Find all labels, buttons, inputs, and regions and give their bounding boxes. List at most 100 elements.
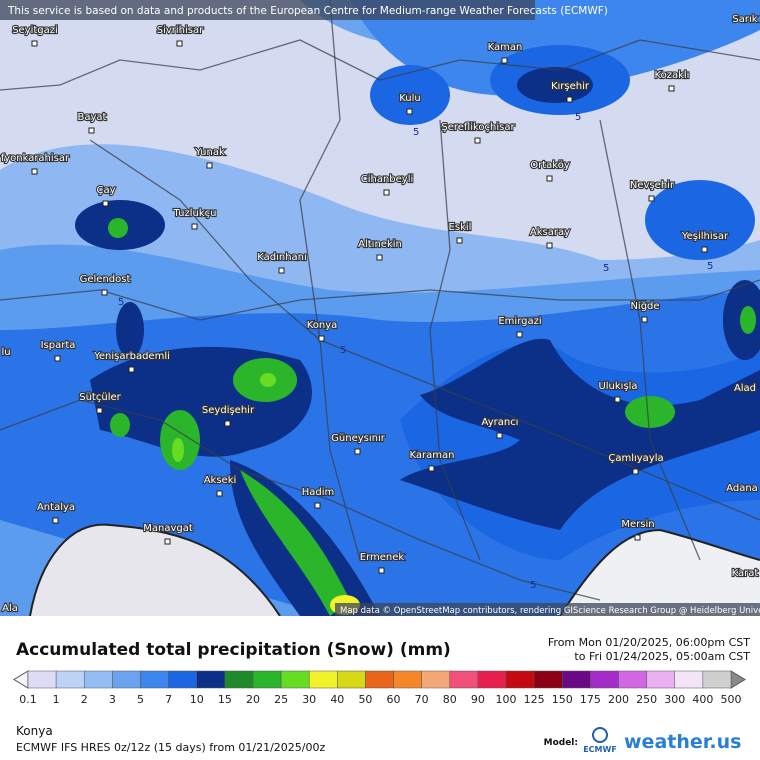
city-dot xyxy=(31,168,38,175)
city-label: Ermenek xyxy=(360,552,405,563)
city-dot xyxy=(318,335,325,342)
city-dot xyxy=(474,137,481,144)
city-label: Sütçüler xyxy=(79,392,121,403)
city-dot xyxy=(378,567,385,574)
city-dot xyxy=(456,237,463,244)
city-dot xyxy=(88,127,95,134)
city-label: Yeşilhisar xyxy=(681,231,729,242)
city-label: Seydişehir xyxy=(202,405,255,416)
colorbar-bin xyxy=(505,670,535,689)
location: Konya xyxy=(16,724,53,738)
contour-label: 5 xyxy=(603,263,609,274)
city-label: Akseki xyxy=(204,475,237,486)
colorbar-label: 40 xyxy=(330,693,344,706)
contour-labels: 5 5 5 5 5 5 5 5 5 xyxy=(118,112,713,591)
city-label: Kaman xyxy=(488,42,523,53)
city-label: Eskil xyxy=(449,222,472,233)
colorbar-label: 80 xyxy=(443,693,457,706)
city-dot xyxy=(614,396,621,403)
colorbar-label: 100 xyxy=(496,693,517,706)
banner-bg xyxy=(0,0,535,20)
colorbar-label: 30 xyxy=(302,693,316,706)
colorbar-bin xyxy=(112,670,141,689)
model-name: ECMWF xyxy=(583,745,617,754)
city-label: Ayrancı xyxy=(482,417,519,428)
city-dot xyxy=(216,490,223,497)
colorbar-bin xyxy=(196,670,226,689)
city-dot xyxy=(314,502,321,509)
city-dot xyxy=(406,108,413,115)
city-label: Bayat xyxy=(78,112,107,123)
city-label: Isparta xyxy=(41,340,76,351)
city-dot xyxy=(634,534,641,541)
city-dot xyxy=(354,448,361,455)
city-label: Kırşehir xyxy=(551,81,590,92)
city-label: Hadim xyxy=(302,487,335,498)
colorbar-label: 50 xyxy=(358,693,372,706)
city-dot xyxy=(52,517,59,524)
city-dot xyxy=(128,366,135,373)
city-label: Kozaklı xyxy=(655,70,690,81)
city-label: Güneysınır xyxy=(331,433,386,444)
colorbar-bin xyxy=(224,670,254,689)
city-label: Adana xyxy=(726,483,758,494)
colorbar-over xyxy=(730,670,746,689)
city-label: Karat xyxy=(732,568,759,579)
city-labels: Sarık Seyitgazi Sivrihisar Kaman Kırşehir Koz… xyxy=(0,13,760,615)
city-label: lu xyxy=(1,347,10,358)
colorbar-label: 10 xyxy=(190,693,204,706)
colorbar-label: 300 xyxy=(664,693,685,706)
colorbar-label: 5 xyxy=(137,693,144,706)
city-label: Gelendost xyxy=(80,274,131,285)
city-dot xyxy=(566,96,573,103)
city-label: Manavgat xyxy=(143,523,193,534)
city-label: Karaman xyxy=(410,450,455,461)
city-label: Çay xyxy=(96,185,115,196)
city-label: Niğde xyxy=(630,300,659,312)
colorbar-label: 200 xyxy=(608,693,629,706)
city-label: Tuzlukçu xyxy=(173,208,217,219)
colorbar-label: 175 xyxy=(580,693,601,706)
city-dot xyxy=(102,200,109,207)
city-dot xyxy=(164,538,171,545)
brand: weather.us xyxy=(624,731,741,753)
city-dot xyxy=(224,420,231,427)
city-label: Sarık xyxy=(732,14,757,25)
city-dot xyxy=(546,175,553,182)
colorbar-bin xyxy=(393,670,422,689)
colorbar-bin xyxy=(533,670,563,689)
contour-label: 5 xyxy=(530,580,536,591)
colorbar-label: 125 xyxy=(524,693,545,706)
city-label: Nevşehir xyxy=(630,180,675,191)
legend-title: Accumulated total precipitation (Snow) (… xyxy=(16,640,451,660)
colorbar-label: 20 xyxy=(246,693,260,706)
city-dot xyxy=(516,331,523,338)
city-label: Aksaray xyxy=(530,227,570,238)
colorbar-label: 7 xyxy=(165,693,172,706)
map: Sarık Seyitgazi Sivrihisar Kaman Kırşehir Koz… xyxy=(0,0,760,616)
city-dot xyxy=(376,254,383,261)
colorbar-bin xyxy=(140,670,169,689)
colorbar-bin xyxy=(280,670,310,689)
colorbar-label: 60 xyxy=(387,693,401,706)
city-dot xyxy=(101,289,108,296)
city-dot xyxy=(96,407,103,414)
city-dot xyxy=(191,223,198,230)
colorbar-bin xyxy=(168,670,197,689)
contour-label: 5 xyxy=(575,112,581,123)
colorbar-label: 150 xyxy=(552,693,573,706)
colorbar-bin xyxy=(252,670,282,689)
city-dot xyxy=(632,468,639,475)
city-label: Emirgazi xyxy=(498,316,541,327)
colorbar-bin xyxy=(562,670,591,689)
city-label: Sivrihisar xyxy=(157,25,204,36)
colorbar-label: 25 xyxy=(274,693,288,706)
city-label: Şereflikoçhisar xyxy=(441,122,515,133)
colorbar: 0.1 1 2 3 5 7 10 15 20 25 30 40 50 60 70 80 90 100 125 150 1… xyxy=(13,670,746,706)
contour-label: 5 xyxy=(148,428,154,439)
colorbar-label: 400 xyxy=(692,693,713,706)
colorbar-under xyxy=(13,670,29,689)
city-label: Kadınhanı xyxy=(257,252,307,263)
colorbar-bin xyxy=(337,670,366,689)
